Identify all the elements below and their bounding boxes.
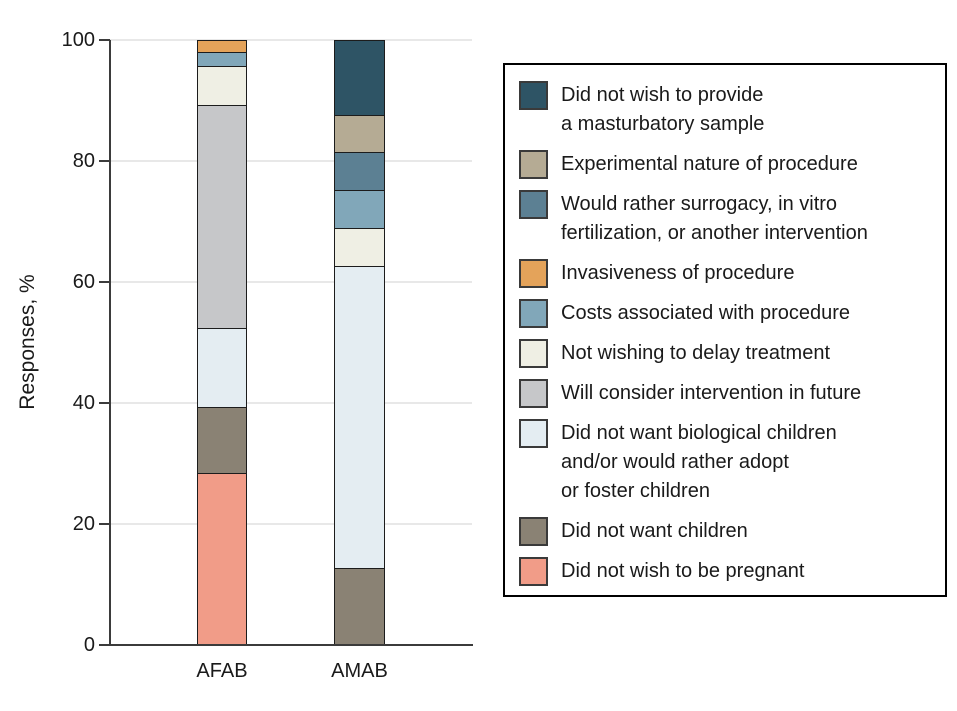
bar-segment <box>197 52 247 67</box>
legend-item-0: Did not wish to provide a masturbatory s… <box>519 81 931 139</box>
y-tick-60 <box>99 281 110 283</box>
y-tick-100 <box>99 39 110 41</box>
legend-label: Did not wish to be pregnant <box>561 560 805 582</box>
x-axis-line <box>109 644 473 646</box>
legend-swatch <box>519 150 548 179</box>
legend-label: Would rather surrogacy, in vitro fertili… <box>561 193 868 244</box>
legend-swatch <box>519 339 548 368</box>
x-label-amab: AMAB <box>331 660 388 682</box>
bar-segment <box>197 328 247 408</box>
y-tick-label-40: 40 <box>72 392 95 414</box>
legend-item-5: Not wishing to delay treatment <box>519 339 931 368</box>
legend-item-8: Did not want children <box>519 517 931 546</box>
legend-swatch <box>519 419 548 448</box>
legend-swatch <box>519 517 548 546</box>
bar-segment <box>197 407 247 474</box>
y-tick-label-100: 100 <box>61 29 95 51</box>
bar-segment <box>334 40 385 116</box>
y-tick-label-20: 20 <box>72 513 95 535</box>
bar-amab <box>334 40 385 645</box>
legend-label: Did not want children <box>561 520 748 542</box>
legend-item-1: Experimental nature of procedure <box>519 150 931 179</box>
legend-item-4: Costs associated with procedure <box>519 299 931 328</box>
legend: Did not wish to provide a masturbatory s… <box>503 63 947 597</box>
legend-item-2: Would rather surrogacy, in vitro fertili… <box>519 190 931 248</box>
bar-segment <box>334 190 385 229</box>
y-tick-0 <box>99 644 110 646</box>
legend-item-3: Invasiveness of procedure <box>519 259 931 288</box>
bar-segment <box>197 66 247 106</box>
y-axis-title: Responses, % <box>16 274 39 410</box>
bar-segment <box>334 115 385 153</box>
bar-segment <box>334 568 385 645</box>
bar-segment <box>334 266 385 569</box>
y-axis-line <box>109 40 111 646</box>
legend-label: Did not wish to provide a masturbatory s… <box>561 84 765 135</box>
gridline-80 <box>110 160 472 162</box>
y-tick-label-80: 80 <box>72 150 95 172</box>
legend-label: Will consider intervention in future <box>561 382 862 404</box>
legend-item-6: Will consider intervention in future <box>519 379 931 408</box>
legend-label: Experimental nature of procedure <box>561 153 858 175</box>
bar-segment <box>334 152 385 191</box>
legend-swatch <box>519 557 548 586</box>
legend-swatch <box>519 259 548 288</box>
y-tick-label-0: 0 <box>83 634 95 656</box>
y-tick-label-60: 60 <box>72 271 95 293</box>
legend-item-7: Did not want biological children and/or … <box>519 419 931 506</box>
legend-label: Did not want biological children and/or … <box>561 422 837 502</box>
legend-label: Not wishing to delay treatment <box>561 342 831 364</box>
gridline-100 <box>110 39 472 41</box>
gridline-60 <box>110 281 472 283</box>
y-tick-80 <box>99 160 110 162</box>
y-tick-20 <box>99 523 110 525</box>
legend-swatch <box>519 379 548 408</box>
bar-segment <box>197 473 247 645</box>
bar-segment <box>334 228 385 267</box>
gridline-20 <box>110 523 472 525</box>
legend-swatch <box>519 81 548 110</box>
legend-swatch <box>519 190 548 219</box>
y-tick-40 <box>99 402 110 404</box>
legend-swatch <box>519 299 548 328</box>
legend-item-9: Did not wish to be pregnant <box>519 557 931 586</box>
legend-label: Costs associated with procedure <box>561 302 851 324</box>
legend-label: Invasiveness of procedure <box>561 262 795 284</box>
bar-afab <box>197 40 247 645</box>
gridline-40 <box>110 402 472 404</box>
bar-segment <box>197 105 247 329</box>
x-label-afab: AFAB <box>196 660 248 682</box>
